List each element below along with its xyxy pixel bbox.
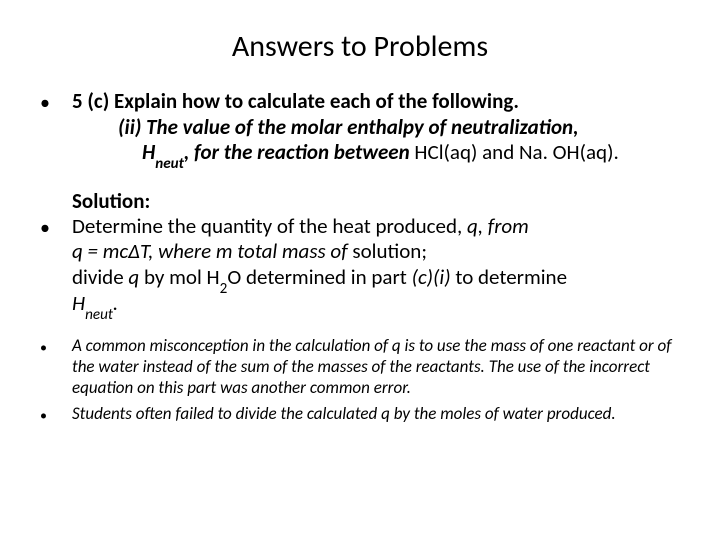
sol-line2: q = mcΔT, where m total mass of solution… [72, 239, 680, 265]
sol3b: q [128, 264, 139, 290]
bullet-icon: • [40, 336, 72, 357]
question-content: 5 (c) Explain how to calculate each of t… [72, 89, 680, 166]
question-sub: (ii) The value of the molar enthalpy of … [72, 115, 680, 141]
q-mid: , for the reaction between [184, 139, 415, 165]
solution-row: • Determine the quantity of the heat pro… [40, 214, 680, 316]
sol1a: Determine the quantity of the heat produ… [72, 213, 467, 239]
n1a: A common misconception in the calculatio… [72, 335, 392, 356]
sol3f: to determine [455, 264, 567, 290]
note2-row: • Students often failed to divide the ca… [40, 404, 680, 425]
bullet-icon: • [40, 404, 72, 425]
question-row: • 5 (c) Explain how to calculate each of… [40, 89, 680, 166]
sol2c: solution; [352, 238, 427, 264]
solution-label: Solution: [40, 188, 680, 214]
sol1q: q, from [467, 213, 529, 239]
spacer [40, 316, 680, 336]
sol-line1: Determine the quantity of the heat produ… [72, 214, 680, 240]
sol-line3: divide q by mol H2O determined in part (… [72, 265, 680, 291]
page-title: Answers to Problems [40, 28, 680, 65]
n2b: by the moles of water produced. [390, 403, 616, 424]
question-sub2: Hneut, for the reaction between HCl(aq) … [72, 140, 680, 166]
sol2a: q = mcΔT, where m [72, 238, 237, 264]
bullet-icon: • [40, 214, 72, 241]
note1-content: A common misconception in the calculatio… [72, 336, 680, 398]
q-tail: HCl(aq) and Na. OH(aq). [414, 139, 618, 165]
sol4a: H [72, 290, 85, 316]
note1-row: • A common misconception in the calculat… [40, 336, 680, 398]
bullet-icon: • [40, 89, 72, 116]
sol4b: . [113, 290, 118, 316]
q-H: H [142, 139, 155, 165]
n1q: q [392, 335, 401, 356]
q-neut: neut [155, 155, 184, 173]
question-lead: 5 (c) Explain how to calculate each of t… [72, 89, 680, 115]
solution-content: Determine the quantity of the heat produ… [72, 214, 680, 316]
sol2b: total mass of [237, 238, 352, 264]
slide: Answers to Problems • 5 (c) Explain how … [0, 0, 720, 540]
sol3d: O determined in part [227, 264, 411, 290]
note2-content: Students often failed to divide the calc… [72, 404, 680, 425]
n2a: Students often failed to divide the calc… [72, 403, 381, 424]
sol3e: (c)(i) [412, 264, 456, 290]
sol-line4: Hneut. [72, 291, 680, 317]
sol3c: by mol H [139, 264, 219, 290]
sol4sub: neut [85, 306, 113, 324]
sol3a: divide [72, 264, 128, 290]
n2q: q [381, 403, 390, 424]
sol3sub: 2 [220, 280, 228, 298]
